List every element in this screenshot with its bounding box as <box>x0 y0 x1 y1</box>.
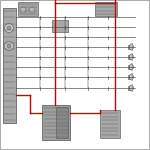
Circle shape <box>4 42 14 51</box>
Bar <box>3 8 16 123</box>
Polygon shape <box>129 84 132 92</box>
Bar <box>18 2 38 16</box>
Bar <box>95 2 117 16</box>
Polygon shape <box>129 44 132 51</box>
Polygon shape <box>129 74 132 81</box>
Circle shape <box>20 7 26 13</box>
Polygon shape <box>129 63 132 70</box>
Bar <box>128 65 129 69</box>
Bar <box>128 86 129 90</box>
Bar <box>42 105 70 140</box>
Bar <box>100 110 120 138</box>
Bar <box>128 45 129 49</box>
Bar <box>56 107 68 138</box>
Circle shape <box>7 26 11 30</box>
Polygon shape <box>129 54 132 60</box>
Circle shape <box>7 44 11 48</box>
Bar <box>52 20 68 32</box>
Circle shape <box>4 24 14 33</box>
Circle shape <box>29 7 35 13</box>
Bar <box>128 55 129 59</box>
Bar <box>128 75 129 79</box>
